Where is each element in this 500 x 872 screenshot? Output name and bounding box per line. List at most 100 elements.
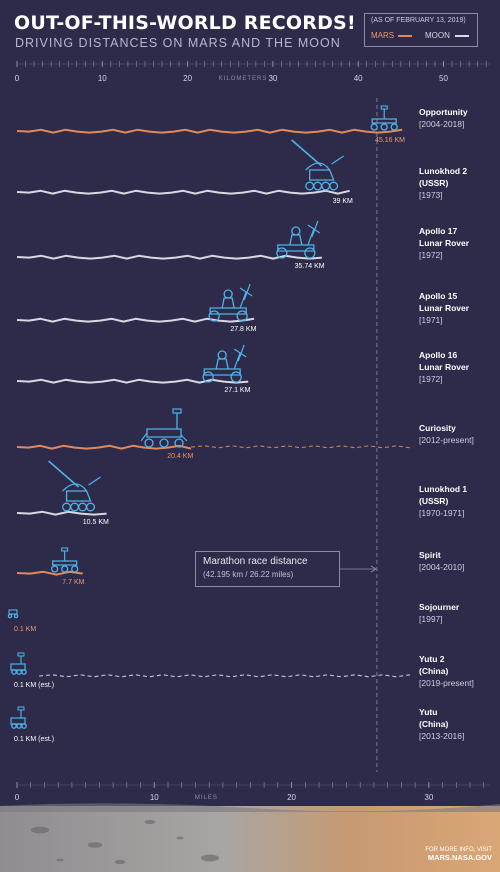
wheel (62, 502, 72, 512)
rover-dates: [1972] (419, 250, 443, 260)
antenna (88, 476, 101, 486)
km-tick-label: 20 (183, 74, 193, 83)
mile-axis-label: MILES (194, 795, 218, 801)
rover-name-line: (USSR) (419, 496, 449, 506)
body (10, 717, 26, 725)
antenna (331, 155, 345, 165)
km-axis-label: KILOMETERS (218, 76, 268, 82)
rover-name-line: Lunar Rover (419, 362, 470, 372)
distance-label: 27.8 KM (230, 326, 257, 333)
tub (62, 483, 88, 492)
footer: FOR MORE INFO, VISIT MARS.NASA.GOV (418, 846, 492, 862)
lunar-rover-icon (276, 220, 321, 259)
distance-label: 20.4 KM (167, 453, 194, 460)
footer-line: FOR MORE INFO, VISIT (425, 847, 492, 853)
wheel (313, 181, 323, 191)
astronaut (215, 358, 229, 370)
ground-surface (0, 806, 500, 872)
camera (61, 547, 69, 552)
curiosity-icon (140, 408, 188, 448)
rover-name-line: Apollo 17 (419, 226, 458, 236)
page-title: OUT-OF-THIS-WORLD RECORDS! (14, 12, 356, 34)
crater (31, 826, 49, 834)
yutu-icon (10, 706, 27, 729)
rover-name-line: Apollo 16 (419, 350, 458, 360)
lunokhod-icon (291, 139, 345, 191)
rover-dates: [2012-present] (419, 435, 474, 445)
legend-moon-label: MOON (425, 31, 450, 40)
lunokhod-icon (48, 460, 101, 512)
distance-track (16, 128, 403, 134)
crater (87, 842, 103, 848)
rover-dates: [2004-2010] (419, 562, 465, 572)
distance-label: 7.7 KM (62, 579, 85, 586)
deck (371, 118, 397, 124)
tub (305, 162, 331, 171)
wheel (144, 438, 154, 448)
wheel (208, 310, 220, 322)
wheel (304, 247, 316, 259)
body (309, 169, 335, 181)
rover-name-line: Spirit (419, 550, 441, 560)
rover-dates: [1970-1971] (419, 508, 465, 518)
deck (52, 560, 78, 566)
rover-name: Curiosity (419, 422, 456, 434)
rover-name: Yutu 2 (China) (419, 653, 448, 677)
rover-name: Apollo 15 Lunar Rover (419, 290, 469, 314)
km-tick-label: 0 (14, 74, 20, 83)
dish (307, 220, 321, 238)
astronaut (221, 297, 235, 309)
mile-tick-label: 10 (149, 793, 159, 802)
distance-label: 27.1 KM (224, 387, 251, 394)
rover-name-line: Sojourner (419, 602, 460, 612)
camera (17, 652, 25, 657)
wheel (21, 669, 27, 675)
crater (56, 858, 64, 862)
distance-track (16, 189, 350, 195)
distance-track (16, 570, 83, 576)
rover-dates: [2019-present] (419, 678, 474, 688)
rover-name: Opportunity (419, 106, 468, 118)
rover-name-line: Curiosity (419, 423, 456, 433)
distance-label: 0.1 KM (14, 626, 37, 633)
body (146, 428, 182, 438)
mast (307, 228, 315, 246)
legend-mars-label: MARS (371, 31, 395, 40)
mile-tick-label: 0 (14, 793, 20, 802)
mile-tick-label: 20 (287, 793, 296, 802)
crater (201, 854, 219, 862)
legend-date: (AS OF FEBRUARY 13, 2019) (371, 17, 466, 24)
distance-label: 45.16 KM (375, 137, 405, 144)
wheel (71, 565, 79, 573)
distance-track (16, 444, 192, 450)
km-tick-label: 40 (353, 74, 363, 83)
wheel (70, 502, 80, 512)
marathon-detail: (42.195 km / 26.22 miles) (203, 570, 294, 579)
wheel (305, 181, 315, 191)
lunar-rover-icon (202, 344, 247, 383)
rover-dates: [1973] (419, 190, 443, 200)
wheel (7, 613, 13, 619)
mile-tick-label: 30 (424, 793, 434, 802)
rover-name-line: Lunokhod 1 (419, 484, 468, 494)
rover-dates: [2013-2016] (419, 731, 465, 741)
rover-name-line: (China) (419, 719, 449, 729)
crater (114, 859, 126, 865)
distance-label: 0.1 KM (est.) (14, 736, 55, 743)
km-tick-label: 10 (97, 74, 107, 83)
rover-name-line: Opportunity (419, 107, 468, 117)
ongoing-track (190, 445, 411, 449)
distance-track (16, 378, 249, 384)
rover-name-line: Lunar Rover (419, 238, 470, 248)
wheel (236, 310, 248, 322)
lid (291, 139, 323, 167)
rover-name-line: Yutu (419, 707, 438, 717)
wheel (202, 371, 214, 383)
astronaut (289, 234, 303, 246)
wheel (86, 502, 96, 512)
crater (176, 836, 184, 840)
distance-track (16, 254, 322, 260)
rover-name-line: Lunar Rover (419, 303, 470, 313)
rover-dates: [1997] (419, 614, 443, 624)
